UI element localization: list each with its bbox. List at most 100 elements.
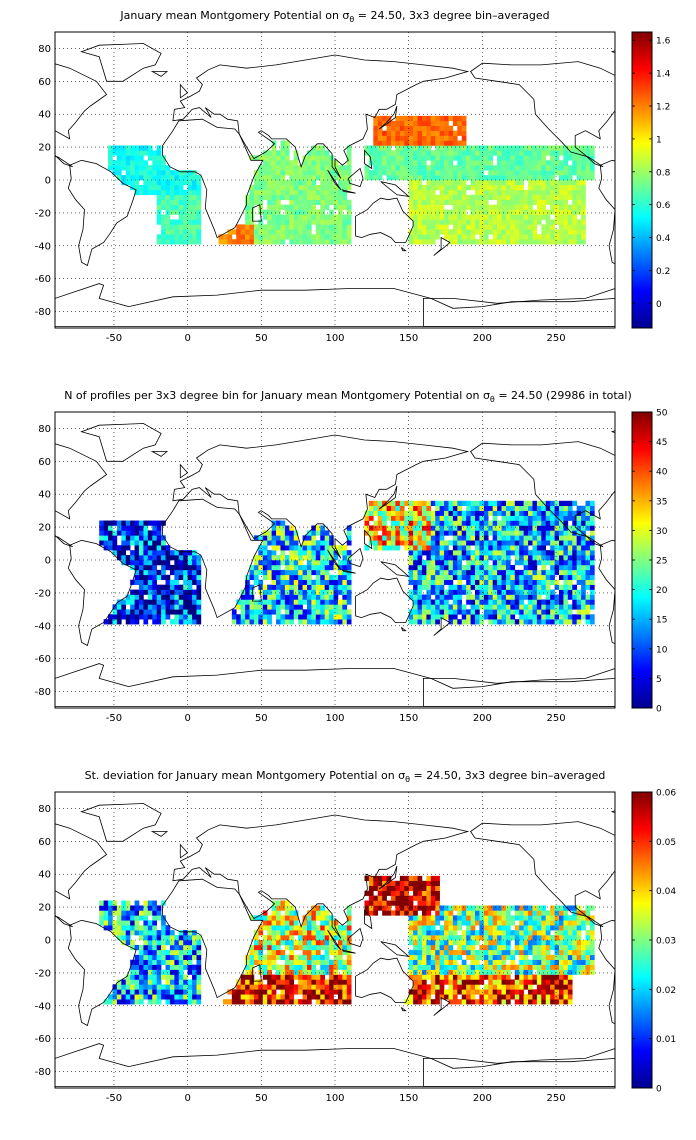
heatmap-cell xyxy=(448,935,454,941)
heatmap-cell xyxy=(196,964,202,970)
heatmap-cell xyxy=(391,505,396,511)
heatmap-cell xyxy=(417,555,423,561)
heatmap-cell xyxy=(417,520,423,526)
heatmap-cell xyxy=(413,219,418,225)
colorbar-tick-label: 1 xyxy=(656,135,662,145)
heatmap-cell xyxy=(262,599,268,605)
heatmap-cell xyxy=(324,535,330,541)
heatmap-cell xyxy=(147,979,153,985)
heatmap-cell xyxy=(519,219,524,225)
heatmap-cell xyxy=(519,204,524,210)
heatmap-cell xyxy=(311,525,317,531)
heatmap-cell xyxy=(581,574,586,581)
heatmap-cell xyxy=(404,535,409,541)
heatmap-cell xyxy=(386,165,392,171)
heatmap-cell xyxy=(178,930,184,936)
heatmap-cell xyxy=(519,150,524,156)
heatmap-cell xyxy=(169,234,175,240)
heatmap-cell xyxy=(488,224,493,230)
heatmap-cell xyxy=(479,915,485,921)
heatmap-cell xyxy=(289,589,295,595)
heatmap-cell xyxy=(532,165,538,171)
heatmap-cell xyxy=(457,140,463,146)
heatmap-cell xyxy=(413,979,418,985)
heatmap-cell xyxy=(139,550,144,556)
heatmap-cell xyxy=(479,614,485,620)
heatmap-cell xyxy=(404,885,409,891)
heatmap-cell xyxy=(435,890,440,896)
heatmap-cell xyxy=(510,964,516,970)
heatmap-cell xyxy=(528,150,533,156)
heatmap-cell xyxy=(559,184,564,191)
heatmap-cell xyxy=(161,614,166,620)
heatmap-cell xyxy=(174,219,180,225)
heatmap-cell xyxy=(271,905,277,911)
heatmap-cell xyxy=(156,964,162,970)
heatmap-cell xyxy=(466,510,471,516)
heatmap-cell xyxy=(315,229,321,235)
heatmap-cell xyxy=(280,604,286,610)
heatmap-cell xyxy=(488,564,493,571)
heatmap-cell xyxy=(576,204,582,210)
heatmap-cell xyxy=(483,614,489,620)
heatmap-cell xyxy=(541,189,547,196)
heatmap-cell xyxy=(324,984,330,990)
heatmap-cell xyxy=(430,525,436,531)
heatmap-cell xyxy=(271,239,277,245)
heatmap-cell xyxy=(262,540,268,546)
heatmap-cell xyxy=(249,589,255,595)
heatmap-cell xyxy=(346,145,352,151)
heatmap-cell xyxy=(161,214,166,220)
heatmap-cell xyxy=(510,609,516,615)
heatmap-cell xyxy=(253,609,259,615)
heatmap-cell xyxy=(147,969,153,975)
heatmap-cell xyxy=(523,194,529,201)
heatmap-cell xyxy=(342,569,348,576)
heatmap-cell xyxy=(337,619,343,625)
heatmap-cell xyxy=(134,155,140,161)
heatmap-cell xyxy=(413,940,418,946)
heatmap-cell xyxy=(439,584,445,590)
heatmap-cell xyxy=(143,560,149,566)
heatmap-cell xyxy=(329,229,334,235)
heatmap-cell xyxy=(475,589,480,595)
heatmap-cell xyxy=(492,209,498,215)
heatmap-cell xyxy=(178,984,184,990)
heatmap-cell xyxy=(342,584,348,590)
heatmap-cell xyxy=(576,170,582,176)
heatmap-cell xyxy=(315,214,321,220)
heatmap-cell xyxy=(501,160,507,166)
heatmap-cell xyxy=(253,994,259,1000)
heatmap-cell xyxy=(581,180,586,186)
heatmap-cell xyxy=(572,229,577,235)
heatmap-cell xyxy=(461,224,467,230)
heatmap-cell xyxy=(399,125,405,131)
heatmap-cell xyxy=(435,910,440,916)
heatmap-cell xyxy=(554,204,560,210)
heatmap-cell xyxy=(567,564,573,571)
heatmap-cell xyxy=(413,579,418,585)
heatmap-cell xyxy=(421,619,427,625)
heatmap-cell xyxy=(196,234,202,240)
heatmap-cell xyxy=(147,545,153,551)
heatmap-cell xyxy=(519,550,524,556)
heatmap-cell xyxy=(293,940,299,946)
heatmap-cell xyxy=(448,229,454,235)
heatmap-cell xyxy=(333,584,339,590)
heatmap-cell xyxy=(165,560,171,566)
heatmap-cell xyxy=(488,594,493,600)
heatmap-cell xyxy=(457,510,463,516)
heatmap-cell xyxy=(439,604,445,610)
heatmap-cell xyxy=(196,979,202,985)
heatmap-cell xyxy=(457,940,463,946)
heatmap-cell xyxy=(528,239,533,245)
colorbar-tick-label: 45 xyxy=(656,438,667,448)
heatmap-cell xyxy=(395,895,401,901)
heatmap-cell xyxy=(466,569,471,576)
heatmap-cell xyxy=(475,905,480,911)
heatmap-cell xyxy=(550,184,555,191)
heatmap-cell xyxy=(413,125,418,131)
heatmap-cell xyxy=(346,905,352,911)
heatmap-cell xyxy=(501,180,507,186)
heatmap-cell xyxy=(302,550,308,556)
